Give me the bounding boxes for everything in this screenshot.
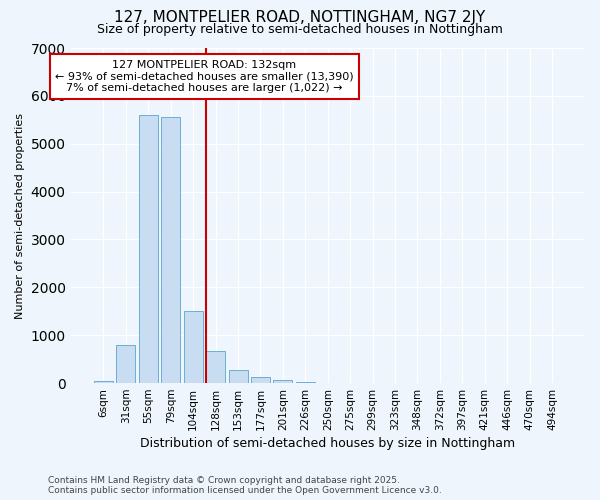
- Bar: [94, 380, 113, 383]
- Text: Contains HM Land Registry data © Crown copyright and database right 2025.
Contai: Contains HM Land Registry data © Crown c…: [48, 476, 442, 495]
- Bar: [296, 382, 315, 383]
- Bar: [184, 312, 203, 383]
- Bar: [139, 115, 158, 383]
- Bar: [161, 118, 180, 383]
- Bar: [274, 380, 292, 383]
- Bar: [251, 377, 270, 383]
- Bar: [206, 350, 225, 383]
- Text: 127, MONTPELIER ROAD, NOTTINGHAM, NG7 2JY: 127, MONTPELIER ROAD, NOTTINGHAM, NG7 2J…: [115, 10, 485, 25]
- Text: 127 MONTPELIER ROAD: 132sqm
← 93% of semi-detached houses are smaller (13,390)
7: 127 MONTPELIER ROAD: 132sqm ← 93% of sem…: [55, 60, 354, 93]
- X-axis label: Distribution of semi-detached houses by size in Nottingham: Distribution of semi-detached houses by …: [140, 437, 515, 450]
- Text: Size of property relative to semi-detached houses in Nottingham: Size of property relative to semi-detach…: [97, 22, 503, 36]
- Bar: [229, 370, 248, 383]
- Bar: [116, 345, 136, 383]
- Y-axis label: Number of semi-detached properties: Number of semi-detached properties: [15, 112, 25, 318]
